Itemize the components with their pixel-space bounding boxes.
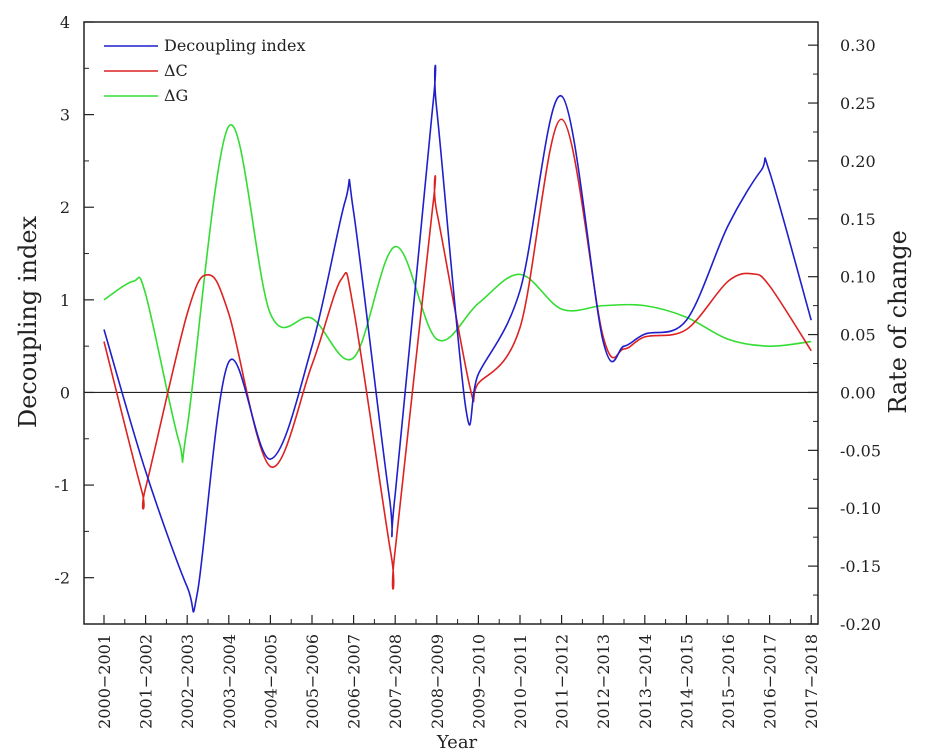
- x-tick-label: 2009−2010: [469, 634, 488, 729]
- x-tick-label: 2007−2008: [386, 634, 405, 729]
- x-axis-title: Year: [436, 732, 478, 753]
- legend-label-delta-g: ΔG: [164, 86, 188, 105]
- x-tick-label: 2001−2002: [137, 634, 156, 729]
- x-tick-label: 2015−2016: [719, 634, 738, 729]
- y-right-tick-label: -0.15: [840, 557, 881, 576]
- y-left-tick-label: -1: [54, 476, 70, 495]
- axes-layer: 4 3 2 1 0 -1 -2 0.30 0.25 0.20 0.15 0.10 0.05 0.00 -0.…: [54, 13, 881, 729]
- y-left-tick-label: 4: [60, 13, 70, 32]
- y-right-tick-label: 0.15: [840, 210, 876, 229]
- x-tick-label: 2017−2018: [802, 634, 821, 729]
- y-right-tick-label: -0.05: [840, 441, 881, 460]
- legend-label-delta-c: ΔC: [164, 61, 188, 80]
- legend: Decoupling index ΔC ΔG: [104, 36, 305, 105]
- y-right-tick-label: 0.00: [840, 383, 876, 402]
- y-right-tick-label: 0.10: [840, 268, 876, 287]
- y-right-tick-label: 0.20: [840, 152, 876, 171]
- series-layer: [103, 64, 812, 613]
- series-line-decoupling-index: [103, 64, 812, 613]
- y-right-tick-label: 0.05: [840, 326, 876, 345]
- plot-frame: [83, 21, 819, 625]
- y-axis-right-title: Rate of change: [884, 230, 912, 414]
- legend-label-decoupling-index: Decoupling index: [164, 36, 305, 55]
- x-tick-label: 2004−2005: [261, 634, 280, 729]
- y-right-tick-label: 0.30: [840, 36, 876, 55]
- x-tick-label: 2013−2014: [636, 634, 655, 729]
- x-tick-label: 2000−2001: [95, 634, 114, 729]
- series-line-delta-g: [103, 124, 812, 463]
- y-right-tick-label: -0.10: [840, 499, 881, 518]
- series-line-delta-c: [103, 118, 812, 590]
- x-tick-label: 2003−2004: [220, 634, 239, 729]
- y-right-tick-label: -0.20: [840, 615, 881, 634]
- x-tick-label: 2008−2009: [428, 634, 447, 729]
- x-tick-label: 2006−2007: [345, 634, 364, 729]
- x-tick-label: 2002−2003: [178, 634, 197, 729]
- y-left-tick-label: 0: [60, 383, 70, 402]
- x-tick-label: 2010−2011: [511, 634, 530, 729]
- y-left-tick-label: 1: [60, 291, 70, 310]
- x-tick-label: 2005−2006: [303, 634, 322, 729]
- y-left-tick-label: 2: [60, 198, 70, 217]
- y-right-tick-label: 0.25: [840, 94, 876, 113]
- y-left-tick-label: -2: [54, 569, 70, 588]
- x-tick-label: 2011−2012: [553, 634, 572, 729]
- x-tick-label: 2016−2017: [761, 634, 780, 729]
- y-left-tick-label: 3: [60, 106, 70, 125]
- x-tick-label: 2014−2015: [677, 634, 696, 729]
- x-tick-label: 2012−2013: [594, 634, 613, 729]
- y-axis-left-title: Decoupling index: [14, 215, 42, 428]
